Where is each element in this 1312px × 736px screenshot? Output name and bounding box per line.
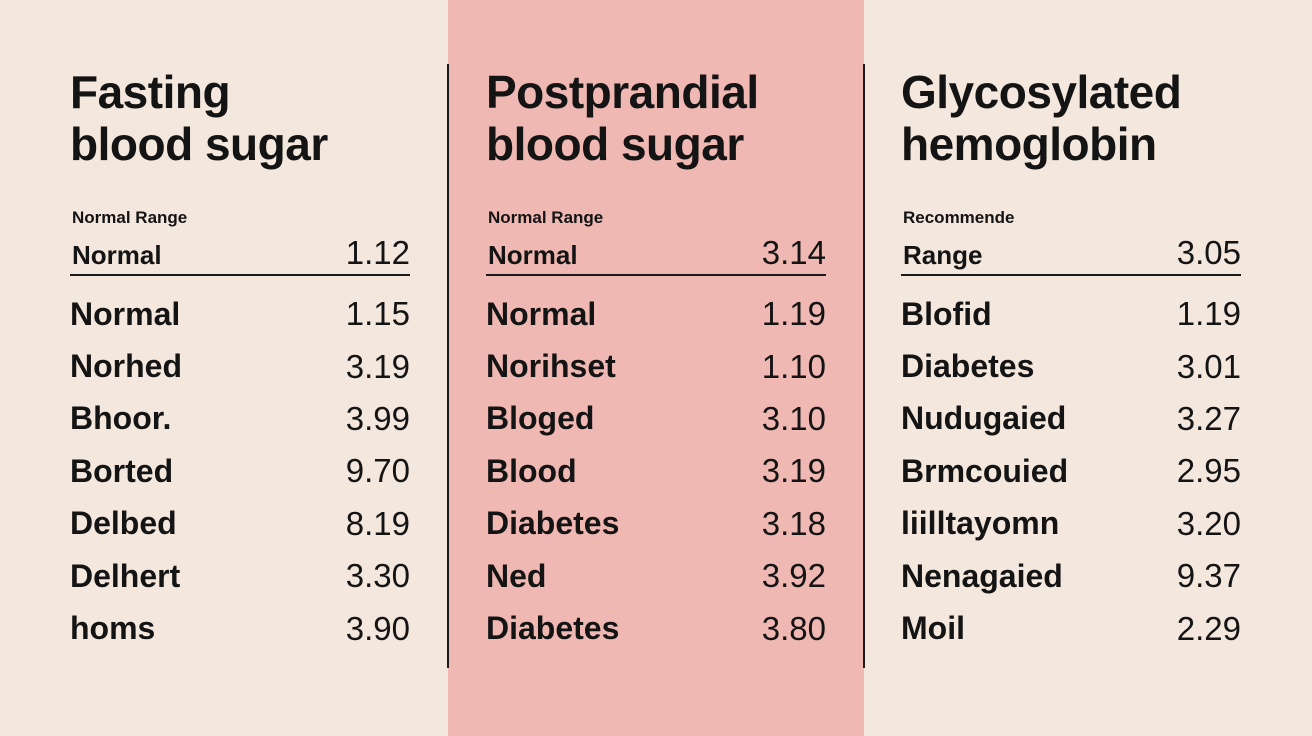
- header-row: Normal 3.14: [486, 232, 826, 276]
- item-value: 3.20: [1176, 504, 1241, 542]
- item-value: 1.19: [1176, 295, 1241, 333]
- list-item: Diabetes 3.80: [486, 602, 826, 654]
- item-label: Nenagaied: [901, 557, 1063, 594]
- item-value: 3.19: [345, 347, 410, 385]
- list-item: Normal 1.19: [486, 288, 826, 340]
- item-label: Norihset: [486, 348, 616, 385]
- item-label: Blood: [486, 452, 577, 489]
- postprandial-blood-sugar-panel: Postprandial blood sugar Normal Range No…: [448, 0, 864, 736]
- item-label: Diabetes: [901, 348, 1035, 385]
- panel-title: Postprandial blood sugar: [486, 66, 826, 170]
- item-label: homs: [70, 610, 156, 647]
- item-value: 3.80: [761, 609, 826, 647]
- item-value: 3.92: [761, 557, 826, 595]
- list-item: Diabetes 3.01: [901, 340, 1241, 392]
- item-label: Normal: [486, 295, 597, 332]
- item-value: 2.29: [1176, 609, 1241, 647]
- item-value: 2.95: [1176, 452, 1241, 490]
- value-list: Normal 1.19 Norihset 1.10 Bloged 3.10 Blood…: [486, 288, 826, 655]
- panel-title-line2: blood sugar: [70, 118, 328, 170]
- item-value: 3.01: [1176, 347, 1241, 385]
- item-value: 3.19: [761, 452, 826, 490]
- item-label: Delbed: [70, 505, 177, 542]
- item-value: 3.90: [345, 609, 410, 647]
- header-value: 3.05: [1176, 234, 1241, 271]
- item-value: 3.30: [345, 557, 410, 595]
- item-label: Diabetes: [486, 610, 620, 647]
- column-divider: [863, 64, 865, 668]
- item-label: Normal: [70, 295, 181, 332]
- list-item: liilltayomn 3.20: [901, 498, 1241, 550]
- column-divider: [447, 64, 449, 668]
- panel-title: Fasting blood sugar: [70, 66, 410, 170]
- item-value: 3.10: [761, 399, 826, 437]
- list-item: Bloged 3.10: [486, 393, 826, 445]
- list-item: Normal 1.15: [70, 288, 410, 340]
- item-value: 1.15: [345, 295, 410, 333]
- item-label: Ned: [486, 557, 547, 594]
- panel-content: Glycosylated hemoglobin Recommende Range…: [901, 66, 1241, 655]
- list-item: Borted 9.70: [70, 445, 410, 497]
- range-subheading: Normal Range: [488, 208, 604, 227]
- item-value: 9.37: [1176, 557, 1241, 595]
- item-value: 3.99: [345, 399, 410, 437]
- panel-title-line2: blood sugar: [486, 118, 744, 170]
- item-label: Moil: [901, 610, 965, 647]
- panel-title-line1: Fasting: [70, 66, 231, 118]
- list-item: Nudugaied 3.27: [901, 393, 1241, 445]
- item-value: 1.10: [761, 347, 826, 385]
- list-item: Blofid 1.19: [901, 288, 1241, 340]
- item-label: Bloged: [486, 400, 595, 437]
- panel-title-line2: hemoglobin: [901, 118, 1157, 170]
- header-label: Range: [903, 240, 983, 270]
- item-label: Norhed: [70, 348, 182, 385]
- item-label: Bhoor.: [70, 400, 172, 437]
- list-item: Blood 3.19: [486, 445, 826, 497]
- header-value: 3.14: [761, 234, 826, 271]
- panel-content: Fasting blood sugar Normal Range Normal …: [70, 66, 410, 655]
- item-label: Nudugaied: [901, 400, 1067, 437]
- value-list: Blofid 1.19 Diabetes 3.01 Nudugaied 3.27 Br…: [901, 288, 1241, 655]
- item-label: Brmcouied: [901, 452, 1069, 489]
- item-value: 8.19: [345, 504, 410, 542]
- fasting-blood-sugar-panel: Fasting blood sugar Normal Range Normal …: [0, 0, 448, 736]
- item-value: 1.19: [761, 295, 826, 333]
- list-item: Delbed 8.19: [70, 498, 410, 550]
- item-label: liilltayomn: [901, 505, 1060, 542]
- header-row: Normal 1.12: [70, 232, 410, 276]
- header-label: Normal: [488, 240, 578, 270]
- list-item: Norhed 3.19: [70, 340, 410, 392]
- list-item: Diabetes 3.18: [486, 498, 826, 550]
- glycosylated-hemoglobin-panel: Glycosylated hemoglobin Recommende Range…: [864, 0, 1312, 736]
- panel-content: Postprandial blood sugar Normal Range No…: [486, 66, 826, 655]
- list-item: Nenagaied 9.37: [901, 550, 1241, 602]
- item-label: Delhert: [70, 557, 181, 594]
- range-subheading: Normal Range: [72, 208, 188, 227]
- item-value: 3.18: [761, 504, 826, 542]
- list-item: Brmcouied 2.95: [901, 445, 1241, 497]
- panel-title-line1: Glycosylated: [901, 66, 1182, 118]
- list-item: homs 3.90: [70, 602, 410, 654]
- range-subheading: Recommende: [903, 208, 1015, 227]
- item-label: Blofid: [901, 295, 992, 332]
- panel-title: Glycosylated hemoglobin: [901, 66, 1241, 170]
- item-label: Borted: [70, 452, 174, 489]
- header-label: Normal: [72, 240, 162, 270]
- list-item: Bhoor. 3.99: [70, 393, 410, 445]
- item-value: 9.70: [345, 452, 410, 490]
- list-item: Moil 2.29: [901, 602, 1241, 654]
- list-item: Delhert 3.30: [70, 550, 410, 602]
- item-value: 3.27: [1176, 399, 1241, 437]
- item-label: Diabetes: [486, 505, 620, 542]
- list-item: Ned 3.92: [486, 550, 826, 602]
- value-list: Normal 1.15 Norhed 3.19 Bhoor. 3.99 Borted 9…: [70, 288, 410, 655]
- header-row: Range 3.05: [901, 232, 1241, 276]
- list-item: Norihset 1.10: [486, 340, 826, 392]
- panel-title-line1: Postprandial: [486, 66, 759, 118]
- header-value: 1.12: [345, 234, 410, 271]
